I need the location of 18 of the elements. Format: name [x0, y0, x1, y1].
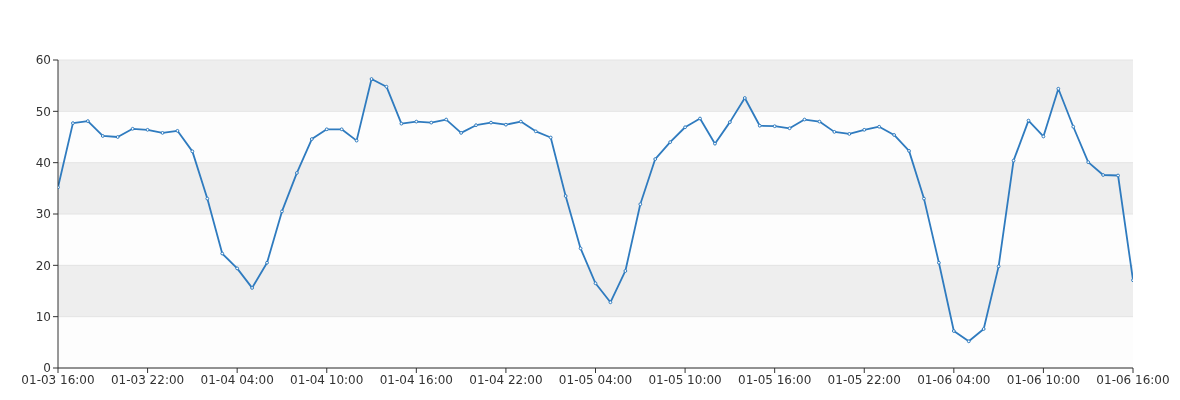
y-tick-label: 60 — [35, 53, 51, 68]
x-tick-label: 01-05 04:00 — [558, 372, 633, 387]
x-tick-label: 01-05 16:00 — [738, 372, 812, 387]
y-tick-label: 50 — [35, 104, 51, 119]
x-tick-label: 01-05 10:00 — [648, 372, 722, 387]
x-tick-label: 01-06 16:00 — [1096, 372, 1170, 387]
x-tick-label: 01-06 04:00 — [917, 372, 991, 387]
y-tick-label: 10 — [35, 309, 51, 324]
y-tick-label: 30 — [35, 207, 51, 222]
x-tick-label: 01-05 22:00 — [827, 372, 901, 387]
x-tick-label: 01-03 22:00 — [110, 372, 185, 387]
x-tick-label: 01-04 22:00 — [469, 372, 543, 387]
x-tick-label: 01-04 10:00 — [290, 372, 364, 387]
y-tick-label: 40 — [35, 155, 51, 170]
x-tick-label: 01-06 10:00 — [1006, 372, 1081, 387]
y-tick-label: 20 — [35, 258, 51, 273]
x-tick-label: 01-04 16:00 — [379, 372, 453, 387]
x-tick-label: 01-04 04:00 — [200, 372, 274, 387]
